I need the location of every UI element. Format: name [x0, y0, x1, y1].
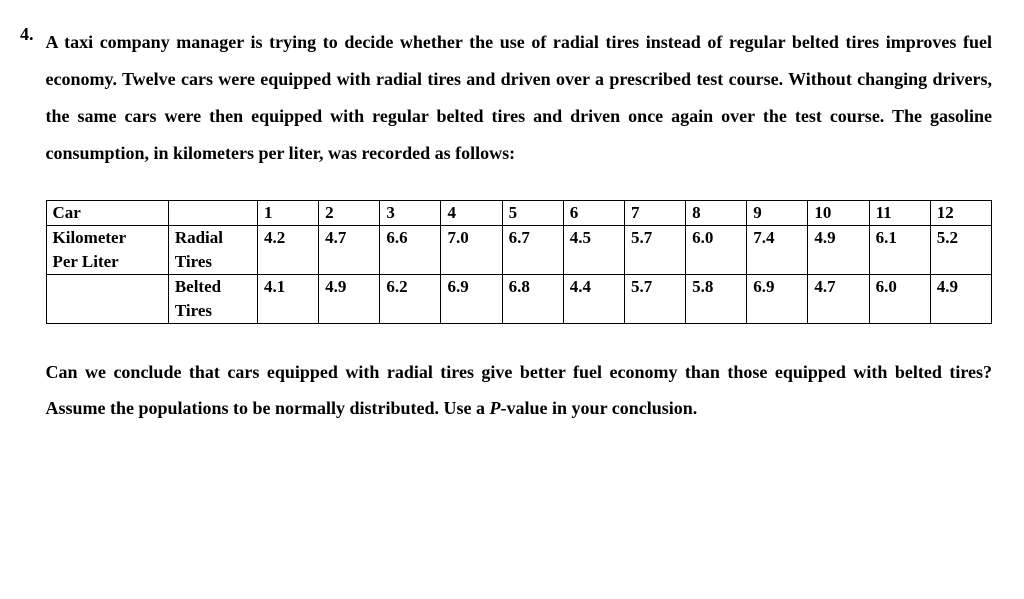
radial-11: 6.1 — [869, 225, 930, 250]
radial-label-1: Radial — [168, 225, 257, 250]
belted-6: 4.4 — [563, 274, 624, 299]
problem-block: 4. A taxi company manager is trying to d… — [20, 24, 992, 427]
col-7: 7 — [624, 200, 685, 225]
radial-1: 4.2 — [258, 225, 319, 250]
data-table: Car 1 2 3 4 5 6 7 8 9 10 11 12 Kilometer… — [46, 200, 993, 324]
radial-2: 4.7 — [319, 225, 380, 250]
radial-4: 7.0 — [441, 225, 502, 250]
header-blank — [168, 200, 257, 225]
radial-8: 6.0 — [686, 225, 747, 250]
p-value-label: P — [490, 398, 501, 418]
belted-2: 4.9 — [319, 274, 380, 299]
group-label-1: Kilometer — [46, 225, 168, 250]
belted-1: 4.1 — [258, 274, 319, 299]
problem-prompt: A taxi company manager is trying to deci… — [46, 24, 993, 172]
col-4: 4 — [441, 200, 502, 225]
belted-7: 5.7 — [624, 274, 685, 299]
radial-row-1: Kilometer Radial 4.2 4.7 6.6 7.0 6.7 4.5… — [46, 225, 992, 250]
col-3: 3 — [380, 200, 441, 225]
col-6: 6 — [563, 200, 624, 225]
col-9: 9 — [747, 200, 808, 225]
radial-3: 6.6 — [380, 225, 441, 250]
radial-9: 7.4 — [747, 225, 808, 250]
belted-label-2: Tires — [168, 299, 257, 324]
belted-8: 5.8 — [686, 274, 747, 299]
radial-row-2: Per Liter Tires — [46, 250, 992, 275]
radial-label-2: Tires — [168, 250, 257, 275]
belted-11: 6.0 — [869, 274, 930, 299]
radial-6: 4.5 — [563, 225, 624, 250]
radial-7: 5.7 — [624, 225, 685, 250]
belted-4: 6.9 — [441, 274, 502, 299]
table-header-row: Car 1 2 3 4 5 6 7 8 9 10 11 12 — [46, 200, 992, 225]
radial-12: 5.2 — [930, 225, 991, 250]
problem-content: A taxi company manager is trying to deci… — [46, 24, 993, 427]
belted-10: 4.7 — [808, 274, 869, 299]
header-label: Car — [46, 200, 168, 225]
belted-5: 6.8 — [502, 274, 563, 299]
col-12: 12 — [930, 200, 991, 225]
col-1: 1 — [258, 200, 319, 225]
belted-12: 4.9 — [930, 274, 991, 299]
belted-row-1: Belted 4.1 4.9 6.2 6.9 6.8 4.4 5.7 5.8 6… — [46, 274, 992, 299]
radial-5: 6.7 — [502, 225, 563, 250]
col-10: 10 — [808, 200, 869, 225]
problem-number: 4. — [20, 24, 34, 45]
conclusion-question: Can we conclude that cars equipped with … — [46, 354, 993, 428]
belted-row-2: Tires — [46, 299, 992, 324]
col-5: 5 — [502, 200, 563, 225]
group-label-2: Per Liter — [46, 250, 168, 275]
col-2: 2 — [319, 200, 380, 225]
col-8: 8 — [686, 200, 747, 225]
col-11: 11 — [869, 200, 930, 225]
conclusion-post: -value in your conclusion. — [501, 398, 698, 418]
radial-10: 4.9 — [808, 225, 869, 250]
belted-label-1: Belted — [168, 274, 257, 299]
belted-9: 6.9 — [747, 274, 808, 299]
belted-3: 6.2 — [380, 274, 441, 299]
